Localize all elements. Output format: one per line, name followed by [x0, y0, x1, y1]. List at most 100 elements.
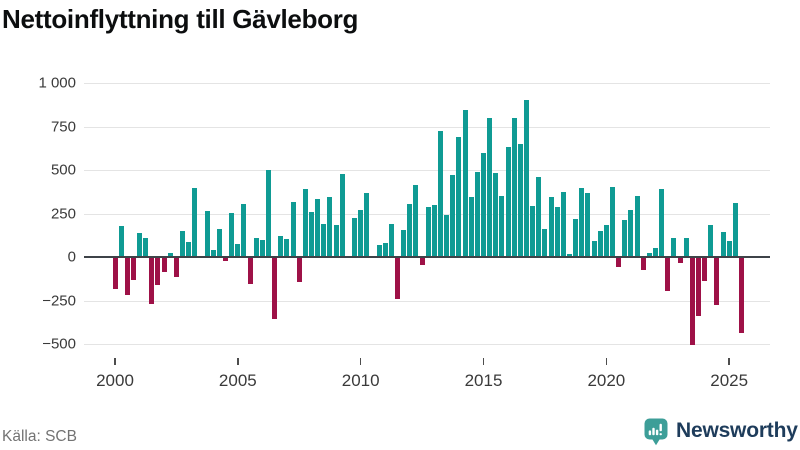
bar	[296, 257, 302, 283]
bar	[266, 170, 272, 257]
x-axis-tick	[237, 358, 239, 365]
bar	[333, 225, 339, 257]
bar	[192, 187, 198, 257]
bar	[137, 232, 143, 257]
bar	[487, 118, 493, 257]
bar	[591, 240, 597, 257]
bar	[732, 203, 738, 257]
bar	[554, 207, 560, 257]
bar	[695, 257, 701, 316]
bar	[530, 206, 536, 257]
x-axis-tick	[728, 358, 730, 365]
bar	[567, 253, 572, 257]
bar	[155, 257, 161, 286]
bar	[352, 217, 358, 257]
x-axis-label: 2020	[587, 371, 626, 390]
bar	[186, 241, 192, 257]
bar	[628, 210, 634, 257]
source-caption: Källa: SCB	[2, 428, 77, 445]
bar	[401, 230, 407, 257]
x-axis-tick	[114, 358, 116, 365]
bar	[560, 192, 566, 257]
bar	[634, 195, 640, 257]
bar	[610, 187, 615, 257]
chart-title: Nettoinflyttning till Gävleborg	[2, 4, 359, 34]
bar	[259, 240, 265, 257]
bar	[646, 253, 652, 257]
bar	[462, 109, 468, 257]
bar	[124, 257, 130, 296]
bar	[524, 99, 529, 257]
bar	[640, 257, 646, 270]
bar	[425, 206, 431, 257]
bar	[143, 237, 149, 257]
x-axis-label: 2010	[341, 371, 380, 390]
bar	[118, 225, 124, 257]
bar	[579, 188, 585, 257]
bar	[339, 173, 345, 257]
bar	[671, 237, 677, 257]
bar	[444, 215, 450, 257]
bar	[511, 118, 517, 257]
bar	[223, 257, 229, 262]
bar	[395, 257, 401, 299]
brand-name: Newsworthy	[676, 419, 798, 442]
bar	[382, 242, 388, 257]
bar	[677, 257, 683, 264]
bar	[247, 257, 253, 284]
bar	[388, 223, 394, 257]
bar	[738, 257, 744, 334]
y-axis-label: 500	[50, 161, 76, 179]
bar	[290, 201, 296, 257]
bar	[689, 257, 695, 345]
bar	[450, 175, 456, 257]
bar	[241, 204, 247, 257]
x-axis-label: 2000	[96, 371, 134, 390]
bar	[364, 192, 370, 257]
bar	[431, 205, 437, 257]
y-axis-label: −500	[42, 335, 76, 353]
bar	[149, 257, 155, 305]
bar	[407, 204, 413, 257]
bar	[653, 247, 658, 257]
bar	[161, 257, 167, 272]
bar	[474, 171, 480, 257]
x-axis-label: 2015	[464, 371, 503, 390]
bar	[616, 257, 622, 268]
bar	[321, 223, 327, 257]
bar	[130, 257, 136, 281]
bar	[309, 211, 315, 257]
newsworthy-logo[interactable]: Newsworthy	[644, 418, 798, 448]
bar	[499, 196, 505, 257]
bar	[548, 196, 554, 257]
gridline	[84, 126, 770, 128]
bar	[216, 228, 222, 257]
x-axis-tick	[482, 358, 485, 365]
bar	[302, 188, 308, 257]
bar	[112, 257, 118, 289]
bar	[536, 177, 542, 257]
bar	[622, 220, 628, 257]
bar	[272, 257, 278, 320]
bar	[714, 257, 720, 305]
bar	[253, 237, 259, 257]
bar	[665, 257, 671, 292]
gridline	[84, 83, 770, 84]
x-axis-tick	[605, 358, 608, 365]
bar	[413, 185, 419, 257]
bar	[659, 189, 665, 257]
bar	[376, 244, 382, 257]
bar	[505, 147, 511, 257]
bar	[702, 257, 708, 281]
y-axis-label: 1 000	[38, 74, 76, 92]
bar	[720, 231, 726, 257]
bar	[542, 228, 548, 257]
gridline	[84, 170, 770, 171]
x-axis-label: 2005	[218, 371, 257, 390]
bar	[278, 235, 284, 257]
y-axis-label: 250	[50, 205, 76, 222]
bar	[517, 143, 523, 257]
x-axis-label: 2025	[710, 371, 749, 390]
